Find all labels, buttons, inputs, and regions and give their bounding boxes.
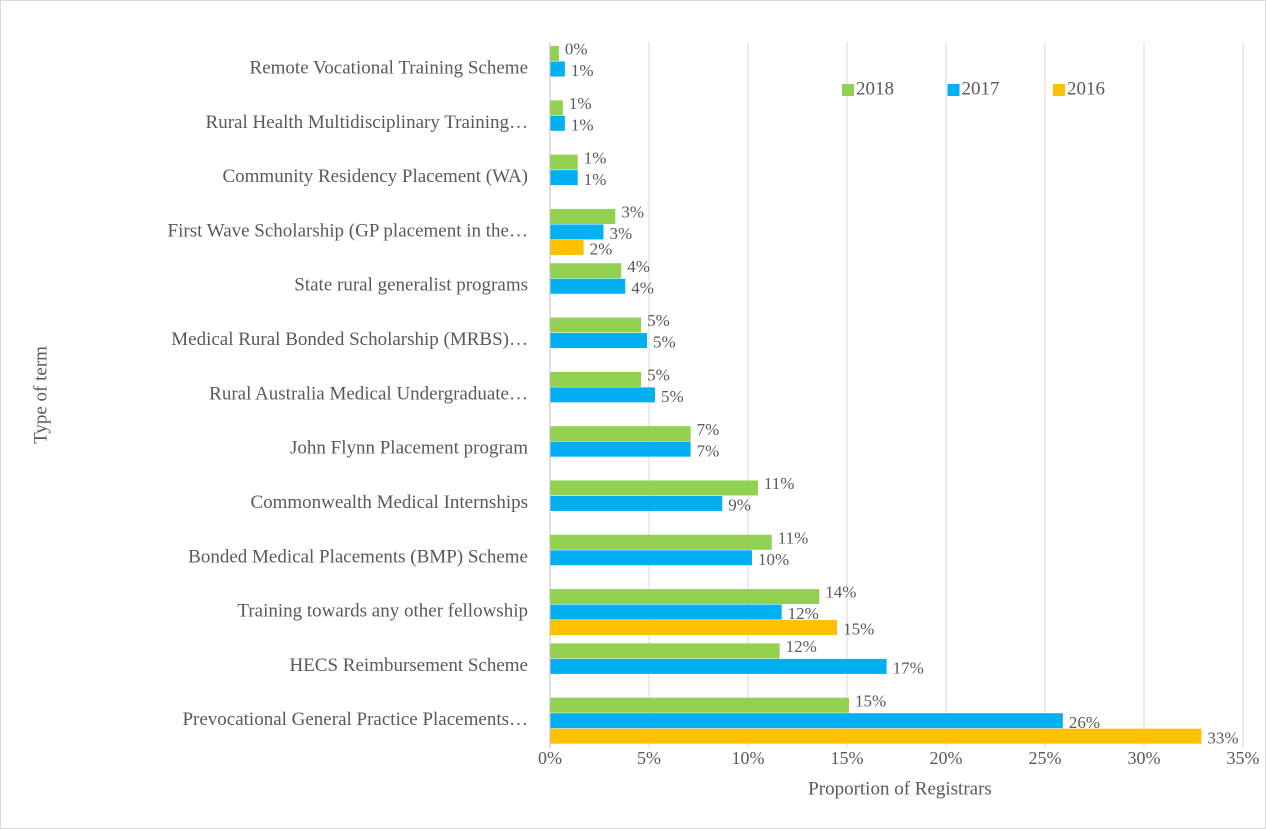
- x-tick-label: 10%: [732, 748, 765, 768]
- x-tick-label: 30%: [1128, 748, 1161, 768]
- legend-swatch: [1053, 84, 1065, 96]
- bar: [550, 387, 655, 403]
- value-label: 3%: [621, 203, 644, 222]
- value-label: 7%: [697, 441, 720, 460]
- bar: [550, 643, 780, 659]
- bar: [550, 480, 758, 496]
- bar: [550, 697, 849, 713]
- bar: [550, 154, 578, 170]
- legend-label: 2016: [1067, 78, 1105, 99]
- bar: [550, 317, 642, 333]
- y-tick-label: Remote Vocational Training Scheme: [250, 58, 528, 79]
- bar: [550, 728, 1202, 744]
- x-tick-label: 35%: [1227, 748, 1260, 768]
- y-tick-label: John Flynn Placement program: [290, 438, 528, 459]
- bar: [550, 224, 604, 240]
- value-label: 3%: [609, 224, 632, 243]
- value-label: 33%: [1207, 728, 1238, 747]
- bar: [550, 534, 772, 550]
- bar: [550, 589, 820, 605]
- x-tick-label: 25%: [1029, 748, 1062, 768]
- bar: [550, 263, 622, 279]
- value-label: 17%: [893, 659, 924, 678]
- value-label: 0%: [565, 40, 588, 59]
- value-label: 10%: [758, 550, 789, 569]
- value-label: 1%: [584, 148, 607, 167]
- bar: [550, 495, 723, 511]
- bar: [550, 620, 838, 636]
- bar: [550, 46, 559, 61]
- y-tick-label: Bonded Medical Placements (BMP) Scheme: [188, 546, 528, 567]
- value-label: 12%: [786, 637, 817, 656]
- value-label: 1%: [569, 94, 592, 113]
- y-tick-label: Prevocational General Practice Placement…: [182, 709, 528, 730]
- legend-label: 2018: [856, 78, 894, 99]
- value-label: 12%: [788, 604, 819, 623]
- value-label: 1%: [571, 61, 594, 80]
- y-axis-title: Type of term: [30, 346, 51, 444]
- bar: [550, 550, 752, 566]
- x-tick-label: 5%: [637, 748, 661, 768]
- value-label: 5%: [647, 366, 670, 385]
- legend-swatch: [947, 84, 960, 96]
- y-tick-label: Commonwealth Medical Internships: [250, 492, 528, 513]
- bar: [550, 170, 578, 186]
- value-label: 1%: [584, 170, 607, 189]
- y-tick-label: Community Residency Placement (WA): [222, 166, 528, 187]
- bar: [550, 604, 782, 620]
- legend-swatch: [842, 84, 854, 96]
- y-tick-label: State rural generalist programs: [294, 275, 528, 296]
- value-label: 5%: [661, 387, 684, 406]
- bar: [550, 61, 565, 77]
- bar: [550, 371, 642, 387]
- bar: [550, 658, 887, 674]
- legend-label: 2017: [962, 78, 1000, 99]
- x-tick-label: 20%: [930, 748, 963, 768]
- bar: [550, 713, 1063, 729]
- bar: [550, 100, 563, 116]
- value-label: 26%: [1069, 713, 1100, 732]
- value-label: 5%: [647, 311, 670, 330]
- x-tick-label: 0%: [538, 748, 562, 768]
- x-tick-label: 15%: [831, 748, 864, 768]
- bar: [550, 208, 616, 224]
- value-label: 2%: [590, 240, 613, 259]
- bar: [550, 426, 691, 442]
- y-tick-label: First Wave Scholarship (GP placement in …: [168, 220, 528, 241]
- value-label: 11%: [778, 528, 809, 547]
- value-label: 1%: [571, 115, 594, 134]
- x-axis-title: Proportion of Registrars: [808, 778, 992, 799]
- value-label: 4%: [627, 257, 650, 276]
- y-tick-label: Rural Australia Medical Undergraduate…: [209, 383, 528, 404]
- bar: [550, 441, 691, 457]
- value-label: 14%: [825, 583, 856, 602]
- value-label: 7%: [697, 420, 720, 439]
- y-tick-label: Training towards any other fellowship: [237, 601, 528, 622]
- bar: [550, 278, 626, 294]
- value-label: 5%: [653, 333, 676, 352]
- value-label: 11%: [764, 474, 795, 493]
- value-label: 15%: [855, 691, 886, 710]
- value-label: 15%: [843, 620, 874, 639]
- value-label: 9%: [728, 496, 751, 515]
- y-tick-label: Rural Health Multidisciplinary Training…: [206, 112, 528, 133]
- value-label: 4%: [631, 278, 654, 297]
- bar: [550, 333, 648, 349]
- bar: [550, 115, 565, 131]
- bar: [550, 239, 584, 255]
- y-tick-label: HECS Reimbursement Scheme: [289, 655, 528, 676]
- y-tick-label: Medical Rural Bonded Scholarship (MRBS)…: [171, 329, 528, 350]
